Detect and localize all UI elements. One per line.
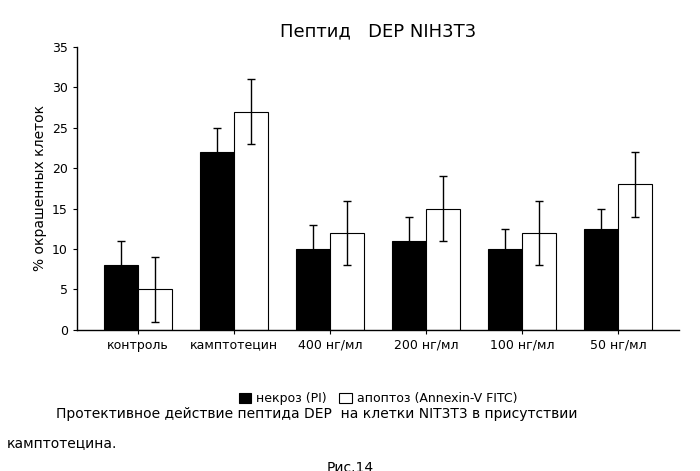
Text: Протективное действие пептида DEP  на клетки NIT3T3 в присутствии: Протективное действие пептида DEP на кле…: [56, 407, 578, 422]
Bar: [522, 233, 556, 330]
Bar: [489, 249, 522, 330]
Text: камптотецина.: камптотецина.: [7, 436, 118, 450]
Bar: [104, 265, 138, 330]
Bar: [330, 233, 363, 330]
Bar: [584, 229, 618, 330]
Bar: [234, 112, 267, 330]
Bar: [296, 249, 330, 330]
Bar: [138, 289, 172, 330]
Bar: [200, 152, 234, 330]
Title: Пептид   DEP NIH3T3: Пептид DEP NIH3T3: [280, 22, 476, 40]
Bar: [426, 209, 460, 330]
Text: Рис.14: Рис.14: [326, 461, 374, 471]
Y-axis label: % окрашенных клеток: % окрашенных клеток: [32, 106, 46, 271]
Bar: [393, 241, 426, 330]
Legend: некроз (PI), апоптоз (Annexin-V FITC): некроз (PI), апоптоз (Annexin-V FITC): [239, 392, 517, 406]
Bar: [618, 184, 652, 330]
